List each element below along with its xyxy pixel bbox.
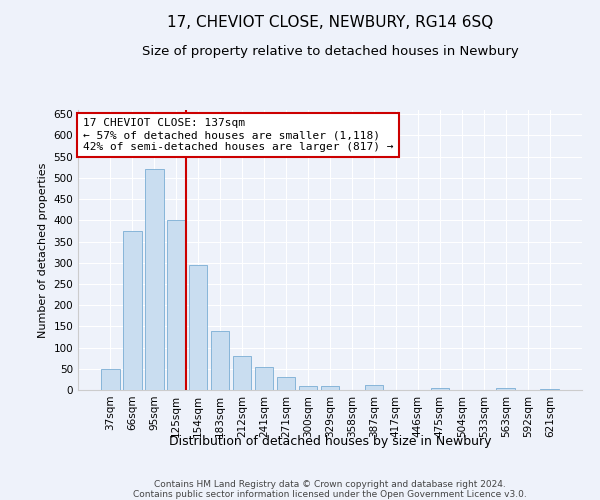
Bar bbox=[496, 388, 515, 390]
Bar bbox=[277, 378, 295, 390]
Bar bbox=[255, 366, 274, 390]
Text: 17 CHEVIOT CLOSE: 137sqm
← 57% of detached houses are smaller (1,118)
42% of sem: 17 CHEVIOT CLOSE: 137sqm ← 57% of detach… bbox=[83, 118, 394, 152]
Bar bbox=[431, 388, 449, 390]
Text: 17, CHEVIOT CLOSE, NEWBURY, RG14 6SQ: 17, CHEVIOT CLOSE, NEWBURY, RG14 6SQ bbox=[167, 15, 493, 30]
Bar bbox=[101, 369, 119, 390]
Text: Distribution of detached houses by size in Newbury: Distribution of detached houses by size … bbox=[169, 435, 491, 448]
Text: Contains HM Land Registry data © Crown copyright and database right 2024.
Contai: Contains HM Land Registry data © Crown c… bbox=[133, 480, 527, 500]
Bar bbox=[233, 356, 251, 390]
Bar bbox=[145, 170, 164, 390]
Bar bbox=[320, 386, 340, 390]
Bar bbox=[299, 386, 317, 390]
Bar bbox=[167, 220, 185, 390]
Bar bbox=[211, 330, 229, 390]
Bar bbox=[189, 265, 208, 390]
Bar bbox=[365, 385, 383, 390]
Y-axis label: Number of detached properties: Number of detached properties bbox=[38, 162, 48, 338]
Bar bbox=[123, 231, 142, 390]
Text: Size of property relative to detached houses in Newbury: Size of property relative to detached ho… bbox=[142, 45, 518, 58]
Bar bbox=[541, 389, 559, 390]
